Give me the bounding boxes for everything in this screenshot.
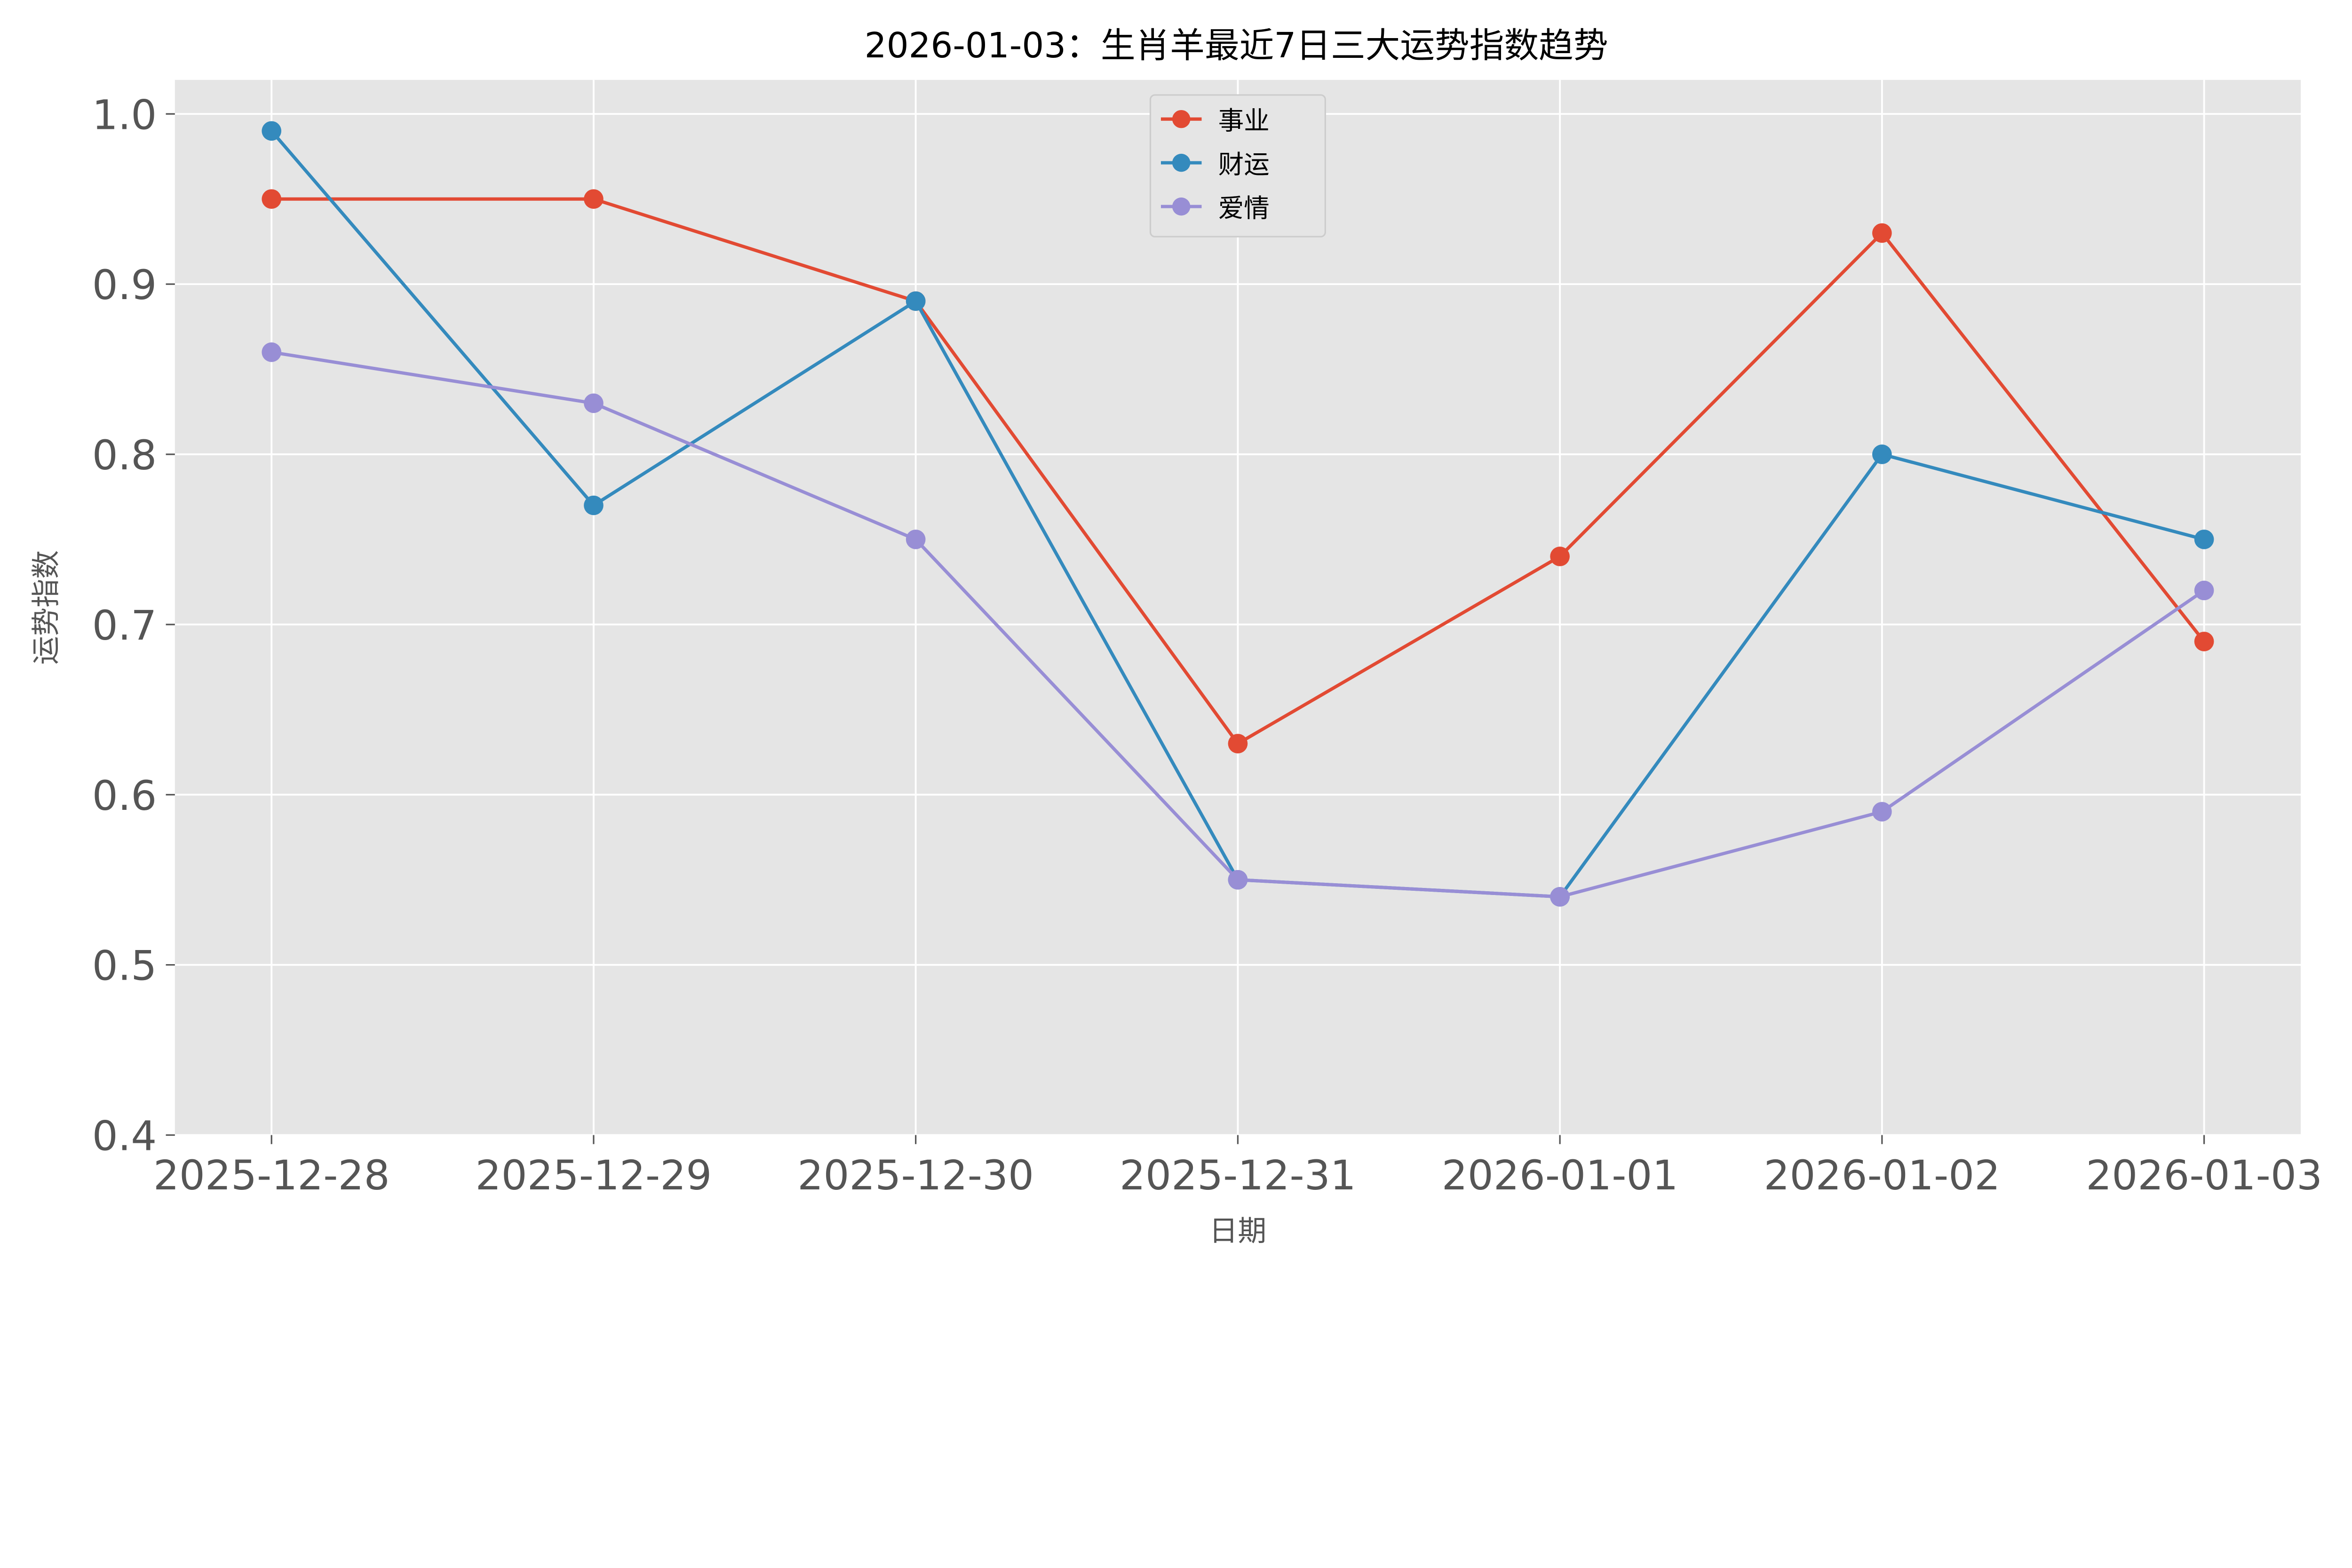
x-tick-label: 2026-01-01 <box>1442 1152 1678 1199</box>
data-point <box>1550 546 1570 566</box>
data-point <box>584 495 604 515</box>
x-axis-label: 日期 <box>1209 1214 1267 1248</box>
data-point <box>906 291 926 311</box>
data-point <box>2194 530 2214 549</box>
data-point <box>906 530 926 549</box>
x-tick-label: 2025-12-29 <box>476 1152 712 1199</box>
data-point <box>1872 802 1892 822</box>
x-tick-label: 2025-12-31 <box>1120 1152 1356 1199</box>
legend-label: 财运 <box>1218 150 1270 180</box>
line-chart: 2026-01-03：生肖羊最近7日三大运势指数趋势 2025-12-28 202… <box>30 26 2322 1248</box>
data-point <box>1872 444 1892 464</box>
x-tick-label: 2026-01-03 <box>2086 1152 2322 1199</box>
legend-marker <box>1172 197 1191 216</box>
data-point <box>1228 870 1248 890</box>
y-tick-label: 0.5 <box>92 943 157 990</box>
data-point <box>2194 632 2214 651</box>
legend-marker <box>1172 153 1191 172</box>
y-tick-label: 0.4 <box>92 1113 157 1160</box>
chart-title: 2026-01-03：生肖羊最近7日三大运势指数趋势 <box>865 26 1608 66</box>
x-tick-label: 2025-12-30 <box>797 1152 1034 1199</box>
y-tick-label: 1.0 <box>92 92 157 139</box>
x-tick-label: 2026-01-02 <box>1764 1152 2000 1199</box>
data-point <box>262 342 282 362</box>
y-axis-label: 运势指数 <box>30 550 63 665</box>
y-tick-label: 0.7 <box>92 602 157 649</box>
series-爱情 <box>262 342 2214 907</box>
legend-label: 事业 <box>1218 106 1270 136</box>
y-tick-label: 0.6 <box>92 773 157 820</box>
data-point <box>1228 734 1248 753</box>
y-tick-label: 0.9 <box>92 262 157 309</box>
data-point <box>584 393 604 413</box>
legend-label: 爱情 <box>1218 193 1270 223</box>
data-point <box>262 189 282 209</box>
x-tick-label: 2025-12-28 <box>153 1152 390 1199</box>
legend-marker <box>1172 110 1191 128</box>
data-point <box>1872 223 1892 243</box>
y-tick-label: 0.8 <box>92 432 157 479</box>
data-point <box>584 189 604 209</box>
data-point <box>1550 887 1570 907</box>
data-point <box>2194 580 2214 601</box>
data-point <box>262 121 282 141</box>
